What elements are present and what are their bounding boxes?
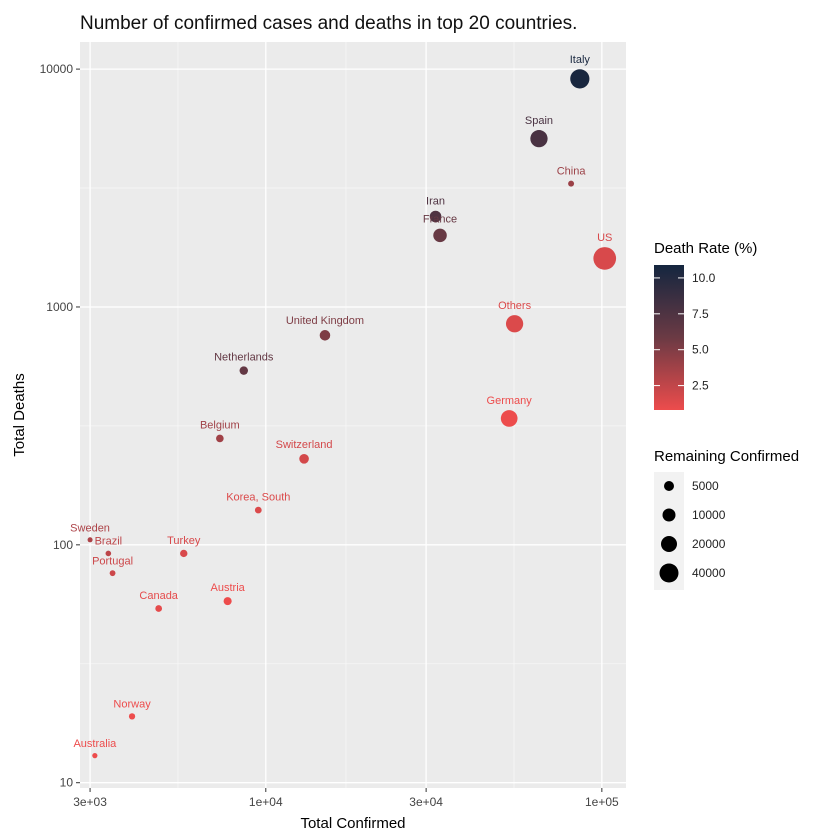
point-label: Sweden (70, 522, 110, 534)
point-label: Iran (426, 196, 445, 208)
size-legend-label: 40000 (692, 566, 726, 580)
point-label: Belgium (200, 420, 240, 432)
data-point (433, 228, 447, 243)
data-point (568, 180, 575, 187)
size-legend-label: 20000 (692, 537, 726, 551)
data-point (500, 410, 518, 427)
data-point (429, 210, 442, 223)
chart-title: Number of confirmed cases and deaths in … (80, 13, 577, 34)
size-legend-key (661, 536, 677, 552)
x-tick-label: 1e+04 (249, 795, 283, 809)
point-label: China (557, 166, 587, 178)
x-tick-label: 1e+05 (585, 795, 619, 809)
data-point (109, 570, 116, 577)
size-legend-key (664, 481, 674, 491)
data-point (180, 549, 188, 558)
y-axis-title: Total Deaths (11, 373, 28, 456)
y-tick-label: 10000 (40, 62, 74, 76)
data-point (216, 434, 224, 443)
data-point (92, 752, 98, 759)
size-legend: Remaining Confirmed 5000 10000 20000 40000 (654, 448, 799, 590)
point-label: France (423, 214, 457, 226)
x-tick-label: 3e+04 (409, 795, 443, 809)
major-gridlines (80, 42, 626, 788)
data-point (570, 69, 590, 89)
color-legend-label: 2.5 (692, 379, 709, 393)
data-point (105, 550, 112, 557)
point-label: US (597, 232, 612, 244)
color-legend-label: 10.0 (692, 271, 716, 285)
y-tick-label: 1000 (46, 300, 73, 314)
data-point (593, 247, 617, 270)
size-legend-key (659, 563, 679, 583)
point-label: Italy (570, 54, 591, 66)
data-point (530, 130, 548, 148)
color-legend-title: Death Rate (%) (654, 240, 757, 257)
size-legend-label: 10000 (692, 508, 726, 522)
point-label: Netherlands (214, 351, 274, 363)
point-label: Spain (525, 115, 553, 127)
data-point (155, 605, 163, 612)
point-label: Korea, South (226, 492, 290, 504)
data-point (128, 713, 136, 720)
data-point (505, 315, 524, 333)
point-label: United Kingdom (286, 315, 364, 327)
data-point (87, 537, 93, 543)
color-legend: Death Rate (%) 2.5 5.0 7.5 10.0 (654, 240, 757, 410)
color-legend-bar (654, 265, 684, 410)
color-legend-label: 5.0 (692, 343, 709, 357)
x-axis-title: Total Confirmed (300, 815, 405, 832)
point-label: Australia (73, 738, 117, 750)
y-tick-label: 100 (53, 538, 73, 552)
point-label: Germany (487, 395, 533, 407)
point-label: Norway (113, 698, 151, 710)
point-label: Turkey (167, 535, 201, 547)
data-point (299, 453, 309, 464)
point-label: Brazil (95, 536, 123, 548)
color-legend-label: 7.5 (692, 307, 709, 321)
point-label: Switzerland (276, 439, 333, 451)
plot-panel (80, 42, 626, 788)
y-axis-ticks: 10 100 1000 10000 (40, 62, 80, 790)
data-point (223, 597, 232, 606)
data-point (319, 330, 331, 341)
data-point (254, 506, 262, 514)
x-tick-label: 3e+03 (73, 795, 107, 809)
point-labels: Italy Spain China Iran France US Others United … (70, 54, 612, 750)
point-label: Canada (139, 590, 178, 602)
y-tick-label: 10 (60, 776, 74, 790)
x-axis-ticks: 3e+03 1e+04 3e+04 1e+05 (73, 788, 619, 809)
size-legend-title: Remaining Confirmed (654, 448, 799, 465)
point-label: Austria (211, 582, 246, 594)
data-points (87, 69, 617, 759)
data-point (239, 366, 248, 375)
point-label: Portugal (92, 555, 133, 567)
size-legend-label: 5000 (692, 479, 719, 493)
size-legend-key (662, 508, 676, 522)
point-label: Others (498, 300, 532, 312)
